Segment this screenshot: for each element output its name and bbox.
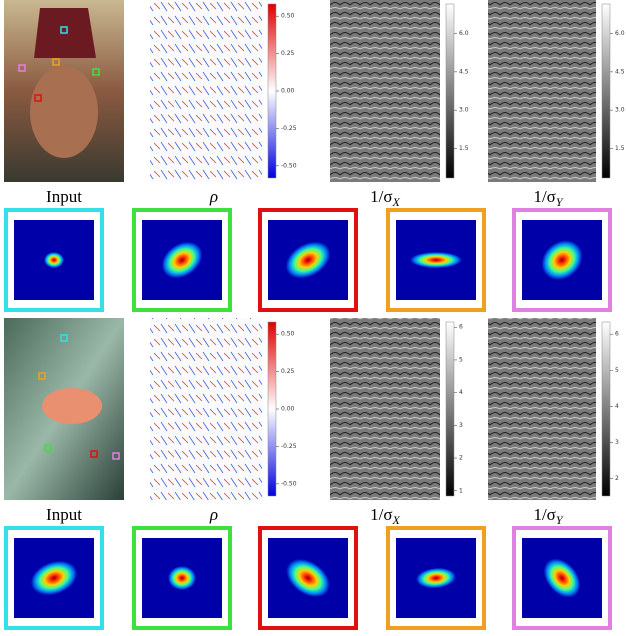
column-label: Input: [46, 187, 82, 206]
colorbar-tick-label: 4.5: [459, 68, 469, 75]
colorbar-tick-label: 1.5: [459, 145, 469, 152]
kernel: [168, 566, 196, 590]
column-label: Input: [46, 505, 82, 524]
colorbar-tick-label: 6.0: [459, 30, 469, 37]
colorbar: [602, 4, 610, 178]
colorbar-tick-label: 3.0: [615, 107, 625, 114]
colorbar-tick-label: 1.5: [615, 145, 625, 152]
colorbar: [268, 4, 276, 178]
map-image: [330, 0, 440, 182]
label-main: 1/σ: [533, 505, 555, 524]
colorbar-tick-label: 6: [615, 331, 619, 338]
colorbar-tick-label: -0.50: [281, 162, 297, 169]
colorbar-tick-label: -0.25: [281, 125, 297, 132]
colorbar-tick-label: 4.5: [615, 68, 625, 75]
colorbar-tick-label: 0.50: [281, 331, 295, 338]
colorbar: [268, 322, 276, 496]
colorbar-tick-label: 6: [459, 324, 463, 331]
colorbar-tick-label: -0.50: [281, 480, 297, 487]
label-sub: Y: [556, 195, 564, 209]
column-label: ρ: [209, 505, 218, 524]
colorbar-tick-label: 3.0: [459, 107, 469, 114]
label-main: 1/σ: [533, 187, 555, 206]
map-image: [150, 0, 262, 182]
face: [30, 66, 98, 158]
label-sub: X: [392, 195, 401, 209]
label-sub: X: [392, 513, 401, 527]
label-main: 1/σ: [370, 505, 392, 524]
colorbar-tick-label: 3: [459, 422, 463, 429]
colorbar-tick-label: 0.25: [281, 368, 295, 375]
column-label: 1/σX: [370, 505, 400, 527]
fish: [42, 388, 102, 424]
colorbar-tick-label: 0.00: [281, 88, 295, 95]
colorbar: [602, 322, 610, 496]
column-label: ρ: [209, 187, 218, 206]
column-label: 1/σY: [533, 187, 563, 209]
label-sub: Y: [556, 513, 564, 527]
colorbar: [446, 4, 454, 178]
map-image: [488, 0, 596, 182]
kernel: [44, 252, 64, 268]
colorbar-tick-label: 2: [615, 475, 619, 482]
colorbar-tick-label: 3: [615, 439, 619, 446]
column-label: 1/σX: [370, 187, 400, 209]
colorbar-tick-label: 0.50: [281, 13, 295, 20]
colorbar-tick-label: 0.00: [281, 406, 295, 413]
label-main: 1/σ: [370, 187, 392, 206]
map-image: [330, 318, 440, 500]
map-image: [488, 318, 596, 500]
map-image: [150, 318, 262, 500]
colorbar-tick-label: -0.25: [281, 443, 297, 450]
colorbar-tick-label: 4: [459, 389, 463, 396]
figure: Input 0.50 0.25 0.00 -0.25 -0.50 ρ 6.0 4.5 3.0 1.5…: [0, 0, 626, 636]
colorbar-tick-label: 5: [615, 367, 619, 374]
colorbar-tick-label: 2: [459, 455, 463, 462]
colorbar: [446, 322, 454, 496]
kernel: [410, 252, 462, 268]
colorbar-tick-label: 1: [459, 487, 463, 494]
colorbar-tick-label: 6.0: [615, 30, 625, 37]
colorbar-tick-label: 0.25: [281, 50, 295, 57]
colorbar-tick-label: 4: [615, 403, 619, 410]
colorbar-tick-label: 5: [459, 356, 463, 363]
column-label: 1/σY: [533, 505, 563, 527]
